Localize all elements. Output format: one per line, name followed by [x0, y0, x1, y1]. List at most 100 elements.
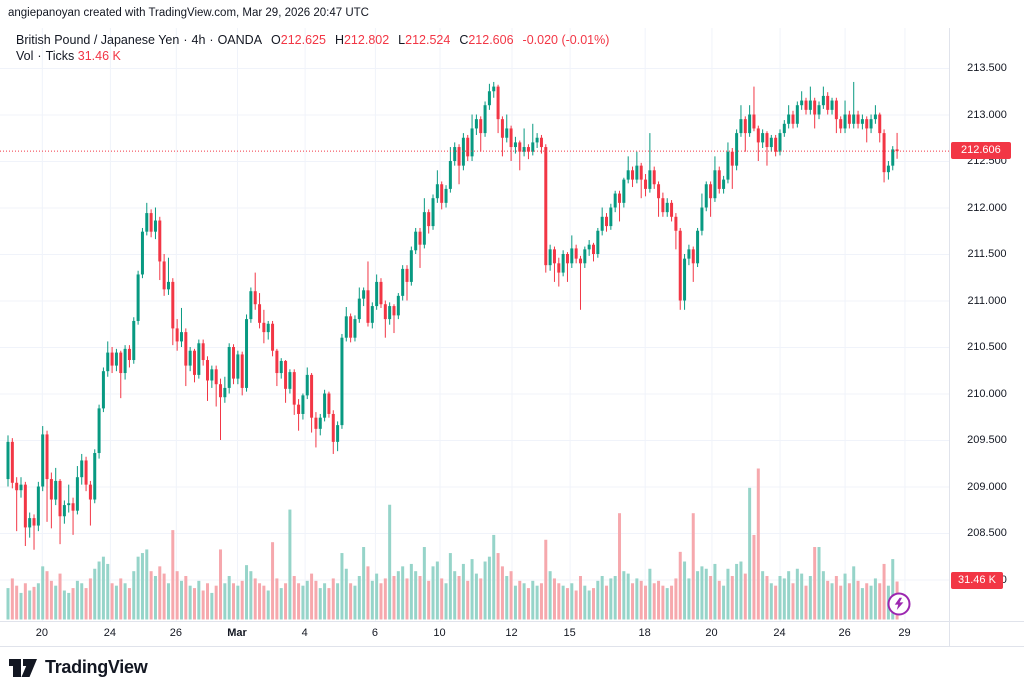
- attribution-text: angiepanoyan created with TradingView.co…: [8, 7, 369, 19]
- volume-bar: [882, 563, 886, 620]
- candle-body: [869, 119, 873, 129]
- volume-bar: [67, 592, 71, 620]
- candle-body: [687, 249, 691, 259]
- volume-bar: [683, 561, 687, 620]
- candle-body: [383, 304, 387, 320]
- candle-body: [67, 503, 71, 506]
- price-tick-label: 211.500: [967, 248, 1007, 260]
- volume-bar: [36, 583, 40, 620]
- candle-body: [349, 316, 353, 338]
- volume-bar: [331, 578, 335, 620]
- candle-body: [496, 86, 500, 120]
- time-tick-label: 18: [638, 627, 651, 639]
- volume-bar: [674, 578, 678, 620]
- volume-bar: [691, 513, 695, 620]
- open-label: O: [271, 33, 281, 47]
- candle-body: [778, 133, 782, 152]
- candle-body: [331, 413, 335, 442]
- boost-button[interactable]: [886, 591, 912, 617]
- volume-bar: [700, 566, 704, 620]
- candle-body: [15, 482, 19, 491]
- symbol-legend: British Pound / Japanese Yen · 4h · OANDA O21…: [16, 32, 609, 48]
- volume-bar: [539, 583, 543, 620]
- volume-bar: [32, 586, 36, 620]
- candle-body: [310, 374, 314, 418]
- candle-body: [860, 119, 864, 124]
- candle-body: [518, 142, 522, 152]
- candle-body: [45, 434, 49, 480]
- tradingview-logo[interactable]: TradingView: [8, 655, 148, 679]
- candle-body: [683, 258, 687, 301]
- volume-bar: [418, 576, 422, 620]
- price-tick-label: 213.500: [967, 62, 1007, 74]
- candle-body: [609, 207, 613, 227]
- volume-bar: [106, 563, 110, 620]
- volume-bar: [609, 578, 613, 620]
- volume-bar: [97, 561, 101, 620]
- high-value: 212.802: [343, 33, 390, 47]
- candle-body: [179, 332, 183, 342]
- volume-bar: [561, 585, 565, 620]
- candle-body: [327, 393, 331, 414]
- volume-bar: [305, 580, 309, 620]
- candle-body: [843, 114, 847, 129]
- time-tick-label: 24: [773, 627, 786, 639]
- time-tick-label: 12: [505, 627, 518, 639]
- candle-body: [123, 348, 127, 374]
- volume-bar: [817, 547, 821, 620]
- candle-body: [71, 503, 75, 511]
- candle-body: [813, 100, 817, 115]
- candle-body: [639, 165, 643, 180]
- symbol-exchange: OANDA: [217, 33, 263, 47]
- candle-body: [366, 290, 370, 323]
- candle-body: [787, 114, 791, 124]
- volume-bar: [140, 553, 144, 620]
- volume-bar: [648, 568, 652, 620]
- candle-body: [444, 188, 448, 203]
- candle-body: [357, 298, 361, 320]
- candle-body: [36, 486, 40, 526]
- volume-bar: [470, 559, 474, 620]
- candle-body: [297, 404, 301, 414]
- volume-bar: [396, 571, 400, 620]
- volume-bar: [236, 585, 240, 620]
- volume-bar: [288, 509, 292, 620]
- volume-bar: [466, 580, 470, 620]
- candle-body: [661, 198, 665, 213]
- volume-bar: [275, 578, 279, 620]
- candle-body: [474, 119, 478, 129]
- volume-bar: [479, 578, 483, 620]
- candle-body: [830, 100, 834, 110]
- volume-bar: [88, 578, 92, 620]
- volume-bar: [153, 576, 157, 620]
- price-axis[interactable]: 213.500 213.000 212.500 212.000 211.500 211.0…: [950, 28, 1024, 622]
- volume-bar: [366, 566, 370, 620]
- candle-body: [206, 360, 209, 381]
- volume-bar: [175, 571, 179, 620]
- volume-bar: [401, 566, 405, 620]
- candle-body: [743, 119, 747, 134]
- candle-body: [544, 147, 548, 266]
- candle-body: [800, 100, 804, 106]
- candle-body: [717, 170, 721, 189]
- candle-body: [509, 128, 513, 148]
- time-tick-label: 29: [898, 627, 911, 639]
- price-tick-label: 211.000: [967, 294, 1007, 307]
- volume-bar: [132, 571, 136, 620]
- volume-bar: [166, 583, 170, 620]
- volume-bar: [297, 583, 301, 620]
- candle-body: [409, 250, 413, 282]
- candle-body: [574, 248, 578, 259]
- candle-body: [726, 151, 730, 180]
- candle-body: [500, 119, 504, 138]
- volume-bar: [58, 573, 62, 620]
- candle-body: [140, 231, 144, 275]
- candle-body: [396, 295, 400, 316]
- time-axis[interactable]: 20 24 26 Mar 4 6 10 12 15 18 20 24 26 29: [0, 622, 1024, 646]
- volume-bar: [370, 580, 374, 620]
- volume-bar: [114, 585, 118, 620]
- candle-body: [232, 347, 236, 379]
- price-tick-label: 210.500: [967, 341, 1007, 353]
- volume-bar: [509, 571, 513, 620]
